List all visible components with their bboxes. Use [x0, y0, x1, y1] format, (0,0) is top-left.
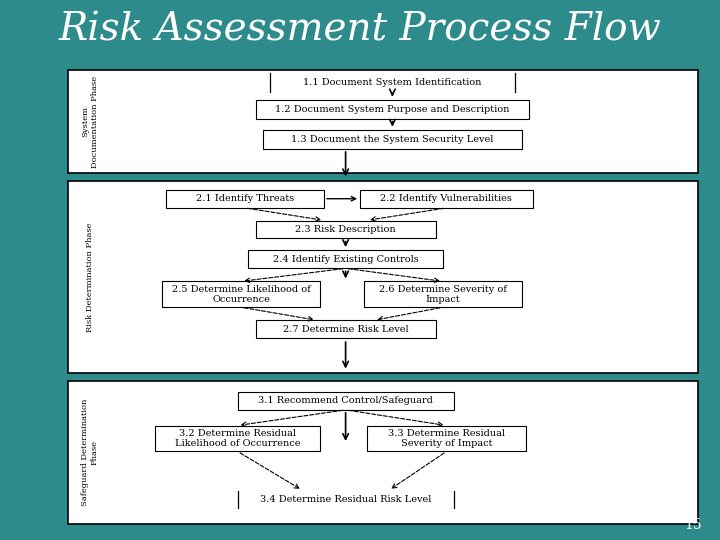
Text: 3.3 Determine Residual
Severity of Impact: 3.3 Determine Residual Severity of Impac… [388, 429, 505, 448]
Bar [256, 99, 529, 118]
Bar [162, 281, 320, 307]
Text: 2.4 Identify Existing Controls: 2.4 Identify Existing Controls [273, 255, 418, 264]
Text: 3.2 Determine Residual
Likelihood of Occurrence: 3.2 Determine Residual Likelihood of Occ… [175, 429, 300, 448]
Text: Risk Determination Phase: Risk Determination Phase [86, 222, 94, 332]
Text: System
Documentation Phase: System Documentation Phase [81, 76, 99, 167]
Bar [68, 70, 698, 173]
Text: 2.6 Determine Severity of
Impact: 2.6 Determine Severity of Impact [379, 285, 507, 304]
Bar [166, 190, 324, 207]
Text: Safeguard Determination
Phase: Safeguard Determination Phase [81, 399, 99, 506]
Text: Risk Assessment Process Flow: Risk Assessment Process Flow [58, 11, 662, 48]
Bar [360, 190, 533, 207]
Text: 2.5 Determine Likelihood of
Occurrence: 2.5 Determine Likelihood of Occurrence [172, 285, 310, 304]
Bar [367, 426, 526, 451]
Bar [68, 381, 698, 524]
Text: 1.2 Document System Purpose and Description: 1.2 Document System Purpose and Descript… [275, 105, 510, 113]
Bar [263, 130, 522, 148]
Text: 2.1 Identify Threats: 2.1 Identify Threats [196, 194, 294, 203]
Text: 2.2 Identify Vulnerabilities: 2.2 Identify Vulnerabilities [380, 194, 513, 203]
Bar [238, 392, 454, 409]
Text: 15: 15 [685, 518, 702, 532]
Bar [68, 181, 698, 373]
Text: 1.1 Document System Identification: 1.1 Document System Identification [303, 78, 482, 86]
Text: 1.3 Document the System Security Level: 1.3 Document the System Security Level [291, 135, 494, 144]
Bar [364, 281, 522, 307]
Text: 2.3 Risk Description: 2.3 Risk Description [295, 225, 396, 234]
Bar [256, 221, 436, 239]
Bar [155, 426, 320, 451]
Text: 2.7 Determine Risk Level: 2.7 Determine Risk Level [283, 325, 408, 334]
Bar [256, 321, 436, 338]
Text: 3.4 Determine Residual Risk Level: 3.4 Determine Residual Risk Level [260, 495, 431, 504]
Bar [248, 250, 443, 268]
Text: 3.1 Recommend Control/Safeguard: 3.1 Recommend Control/Safeguard [258, 396, 433, 405]
